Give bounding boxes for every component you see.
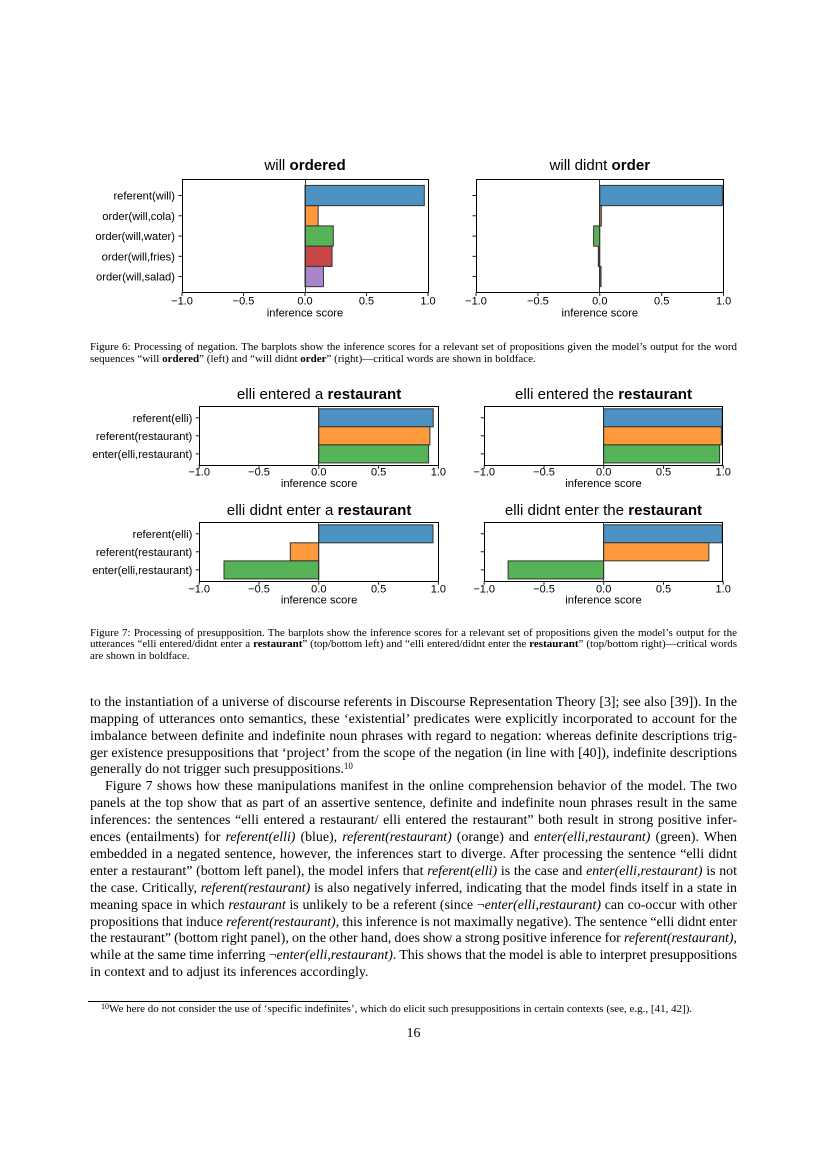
- svg-text:0.5: 0.5: [371, 467, 386, 479]
- svg-text:inference score: inference score: [267, 308, 344, 320]
- svg-text:0.0: 0.0: [297, 296, 312, 308]
- svg-text:−0.5: −0.5: [533, 467, 555, 479]
- svg-text:1.0: 1.0: [716, 467, 731, 479]
- svg-text:order(will,salad): order(will,salad): [96, 272, 175, 284]
- svg-text:order(will,fries): order(will,fries): [102, 251, 176, 263]
- svg-text:1.0: 1.0: [420, 296, 435, 308]
- svg-text:0.0: 0.0: [311, 584, 326, 596]
- svg-text:−0.5: −0.5: [533, 584, 555, 596]
- svg-text:elli didnt enter the restauran: elli didnt enter the restaurant: [505, 502, 702, 519]
- svg-text:0.0: 0.0: [592, 296, 607, 308]
- svg-text:−0.5: −0.5: [527, 296, 549, 308]
- svg-text:1.0: 1.0: [431, 584, 446, 596]
- svg-text:inference score: inference score: [281, 595, 358, 607]
- svg-text:inference score: inference score: [281, 478, 358, 490]
- svg-text:−0.5: −0.5: [248, 584, 270, 596]
- svg-text:0.5: 0.5: [656, 584, 671, 596]
- svg-text:order(will,cola): order(will,cola): [102, 211, 175, 223]
- svg-text:−1.0: −1.0: [465, 296, 487, 308]
- svg-text:referent(elli): referent(elli): [133, 413, 193, 425]
- svg-text:−1.0: −1.0: [473, 467, 495, 479]
- svg-text:elli entered a restaurant: elli entered a restaurant: [237, 386, 401, 403]
- svg-text:0.0: 0.0: [596, 467, 611, 479]
- svg-text:will ordered: will ordered: [263, 157, 345, 174]
- svg-text:0.0: 0.0: [311, 467, 326, 479]
- svg-text:enter(elli,restaurant): enter(elli,restaurant): [92, 449, 192, 461]
- svg-text:1.0: 1.0: [716, 296, 731, 308]
- svg-text:0.5: 0.5: [656, 467, 671, 479]
- svg-text:elli entered the restaurant: elli entered the restaurant: [515, 386, 692, 403]
- svg-text:1.0: 1.0: [716, 584, 731, 596]
- svg-text:referent(restaurant): referent(restaurant): [96, 431, 193, 443]
- svg-text:enter(elli,restaurant): enter(elli,restaurant): [92, 565, 192, 577]
- svg-text:1.0: 1.0: [431, 467, 446, 479]
- svg-text:−0.5: −0.5: [248, 467, 270, 479]
- svg-text:−0.5: −0.5: [233, 296, 255, 308]
- svg-text:referent(restaurant): referent(restaurant): [96, 547, 193, 559]
- svg-text:referent(will): referent(will): [113, 191, 175, 203]
- svg-text:−1.0: −1.0: [188, 584, 210, 596]
- svg-text:0.5: 0.5: [654, 296, 669, 308]
- svg-text:inference score: inference score: [562, 308, 639, 320]
- svg-text:referent(elli): referent(elli): [133, 529, 193, 541]
- svg-text:−1.0: −1.0: [473, 584, 495, 596]
- svg-text:elli didnt enter a restaurant: elli didnt enter a restaurant: [227, 502, 412, 519]
- svg-text:−1.0: −1.0: [188, 467, 210, 479]
- svg-text:−1.0: −1.0: [171, 296, 193, 308]
- svg-text:0.0: 0.0: [596, 584, 611, 596]
- svg-text:will didnt order: will didnt order: [548, 157, 650, 174]
- svg-text:inference score: inference score: [565, 595, 642, 607]
- svg-text:order(will,water): order(will,water): [95, 231, 175, 243]
- svg-text:0.5: 0.5: [371, 584, 386, 596]
- svg-text:0.5: 0.5: [359, 296, 374, 308]
- svg-text:inference score: inference score: [565, 478, 642, 490]
